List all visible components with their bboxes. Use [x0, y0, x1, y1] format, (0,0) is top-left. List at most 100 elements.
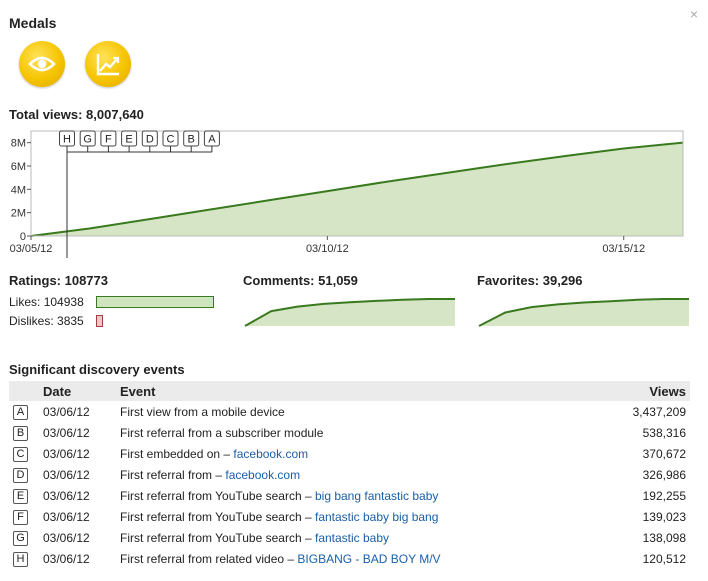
event-letter-badge[interactable]: G	[13, 530, 28, 546]
likes-bar	[96, 296, 214, 308]
event-marker-box	[100, 130, 117, 147]
event-marker-box	[183, 130, 200, 147]
event-description: First referral from – facebook.com	[116, 464, 580, 485]
table-row[interactable]: D 03/06/12 First referral from – facebook.…	[9, 464, 690, 485]
event-letter-cell: F	[9, 506, 35, 527]
event-letter-cell: A	[9, 401, 35, 422]
event-header[interactable]: Event	[116, 381, 580, 401]
dislikes-row: Dislikes: 3835	[9, 314, 84, 328]
event-date: 03/06/12	[43, 425, 90, 440]
event-description: First view from a mobile device	[116, 401, 580, 422]
dislikes-value: 3835	[57, 314, 84, 328]
event-letter-badge[interactable]: F	[13, 509, 28, 525]
sparkline-area	[245, 299, 455, 326]
event-link[interactable]: big bang fantastic baby	[314, 488, 439, 503]
event-description: First referral from a subscriber module	[116, 422, 580, 443]
event-date: 03/06/12	[43, 467, 90, 482]
views-header[interactable]: Views	[580, 381, 690, 401]
event-marker-box	[79, 130, 96, 147]
total-views-label: Total views: 8,007,640	[9, 107, 144, 122]
table-row[interactable]: H 03/06/12 First referral from related vid…	[9, 548, 690, 569]
event-description: First referral from YouTube search – fan…	[116, 527, 580, 548]
dislikes-bar	[96, 315, 103, 327]
event-marker-box	[121, 130, 138, 147]
sparkline-line	[244, 298, 455, 327]
dislikes-label: Dislikes:	[9, 314, 54, 328]
event-views: 370,672	[642, 446, 686, 461]
table-row[interactable]: A 03/06/12 First view from a mobile device…	[9, 401, 690, 422]
event-letter-badge[interactable]: A	[13, 404, 28, 420]
event-description: First referral from YouTube search – fan…	[116, 506, 580, 527]
event-text: First referral from related video –	[120, 551, 298, 566]
event-letter-cell: C	[9, 443, 35, 464]
table-row[interactable]: B 03/06/12 First referral from a subscribe…	[9, 422, 690, 443]
event-marker-box	[59, 130, 75, 147]
sparkline-line	[478, 298, 689, 327]
event-letter-badge[interactable]: E	[13, 488, 28, 504]
x-tick-label: 03/05/12	[10, 243, 53, 255]
table-row[interactable]: G 03/06/12 First referral from YouTube sea…	[9, 527, 690, 548]
event-marker-box	[141, 130, 158, 147]
event-link[interactable]: fantastic baby	[314, 530, 390, 545]
event-letter-badge[interactable]: D	[13, 467, 28, 483]
ratings-label: Ratings: 108773	[9, 273, 108, 288]
event-views: 138,098	[642, 530, 686, 545]
event-marker-label: B	[188, 134, 195, 146]
y-tick-label: 4M	[11, 184, 26, 196]
favorites-sparkline	[478, 298, 689, 327]
views-line	[30, 141, 684, 237]
event-marker-label: A	[208, 134, 216, 146]
event-description: First embedded on – facebook.com	[116, 443, 580, 464]
event-link[interactable]: fantastic baby big bang	[314, 509, 439, 524]
event-date: 03/06/12	[43, 530, 90, 545]
event-text: First referral from YouTube search –	[120, 488, 315, 503]
event-link[interactable]: facebook.com	[233, 446, 309, 461]
table-row[interactable]: F 03/06/12 First referral from YouTube sea…	[9, 506, 690, 527]
date-header[interactable]: Date	[35, 381, 116, 401]
sparkline-area	[479, 299, 689, 326]
event-marker-label: D	[146, 134, 154, 146]
medals-title: Medals	[9, 15, 57, 31]
event-description: First referral from YouTube search – big…	[116, 485, 580, 506]
likes-value: 104938	[43, 295, 84, 309]
y-tick-label: 6M	[11, 161, 26, 173]
event-text: First view from a mobile device	[120, 404, 285, 419]
close-icon[interactable]: ×	[689, 6, 698, 22]
event-views: 139,023	[642, 509, 686, 524]
event-marker-label: G	[83, 134, 92, 146]
event-letter-cell: D	[9, 464, 35, 485]
comments-label: Comments: 51,059	[243, 273, 358, 288]
event-text: First embedded on –	[120, 446, 234, 461]
event-views: 538,316	[642, 425, 686, 440]
event-views: 192,255	[642, 488, 686, 503]
likes-row: Likes: 104938	[9, 295, 84, 309]
x-tick-label: 03/15/12	[602, 243, 645, 255]
event-link[interactable]: BIGBANG - BAD BOY M/V	[297, 551, 441, 566]
x-tick-label: 03/10/12	[306, 243, 349, 255]
comments-sparkline	[244, 298, 455, 327]
plot-frame	[30, 130, 684, 237]
event-date: 03/06/12	[43, 551, 90, 566]
events-header-row: Date Event Views	[9, 381, 690, 401]
event-letter-cell: G	[9, 527, 35, 548]
likes-label: Likes:	[9, 295, 41, 309]
event-marker-label: C	[167, 134, 175, 146]
event-letter-badge[interactable]: B	[13, 425, 28, 441]
total-views-chart: 0 2M 4M 6M 8M 03/05/12 03/10/12 03/15/12 H G F E D C B…	[10, 130, 684, 258]
event-letter-badge[interactable]: C	[13, 446, 28, 462]
event-text: First referral from YouTube search –	[120, 530, 315, 545]
event-views: 326,986	[642, 467, 686, 482]
eye-icon[interactable]	[19, 41, 65, 87]
events-title: Significant discovery events	[9, 362, 185, 377]
event-letter-badge[interactable]: H	[13, 551, 28, 567]
letter-header	[9, 381, 35, 401]
event-link[interactable]: facebook.com	[225, 467, 301, 482]
event-letter-cell: E	[9, 485, 35, 506]
table-row[interactable]: C 03/06/12 First embedded on – facebook.co…	[9, 443, 690, 464]
y-tick-label: 2M	[11, 208, 26, 220]
event-marker-box	[203, 130, 220, 147]
event-views: 3,437,209	[632, 404, 686, 419]
trending-chart-icon[interactable]	[85, 41, 131, 87]
table-row[interactable]: E 03/06/12 First referral from YouTube sea…	[9, 485, 690, 506]
event-date: 03/06/12	[43, 488, 90, 503]
